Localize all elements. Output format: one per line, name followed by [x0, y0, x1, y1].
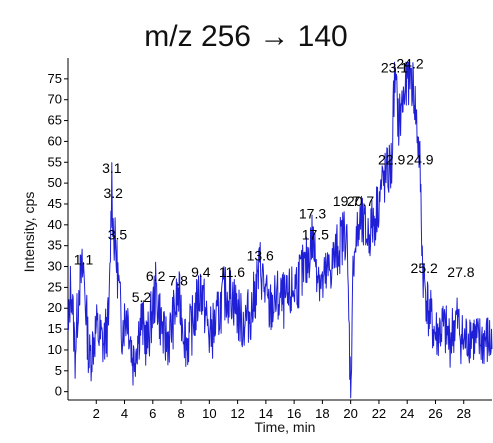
x-tick-label: 8 — [177, 406, 184, 421]
peak-label: 24.9 — [406, 151, 433, 167]
y-tick-label: 55 — [48, 154, 62, 169]
peak-label: 5.2 — [132, 289, 152, 305]
x-axis-ticks: 2 4 6 8 10 12 14 16 18 20 22 24 26 28 — [93, 400, 471, 421]
x-tick-label: 16 — [287, 406, 301, 421]
series-group — [67, 61, 493, 399]
y-tick-label: 65 — [48, 113, 62, 128]
peak-label: 3.2 — [103, 185, 123, 201]
peak-label: 9.4 — [191, 264, 211, 280]
peak-label: 20.7 — [347, 193, 374, 209]
x-tick-label: 28 — [456, 406, 470, 421]
y-tick-label: 50 — [48, 175, 62, 190]
y-tick-label: 60 — [48, 133, 62, 148]
y-tick-label: 20 — [48, 300, 62, 315]
series-line — [67, 61, 493, 399]
peak-label: 6.2 — [146, 268, 166, 284]
y-tick-label: 70 — [48, 92, 62, 107]
y-tick-label: 15 — [48, 321, 62, 336]
x-axis-label: Time, min — [255, 419, 316, 435]
x-tick-label: 24 — [400, 406, 414, 421]
x-tick-label: 22 — [372, 406, 386, 421]
x-tick-label: 12 — [230, 406, 244, 421]
peak-label: 27.8 — [447, 264, 474, 280]
peak-label: 25.2 — [411, 260, 438, 276]
chart-title: m/z 256 → 140 — [144, 20, 347, 53]
peak-label: 3.5 — [108, 227, 128, 243]
y-tick-label: 5 — [55, 363, 62, 378]
peak-label: 3.1 — [102, 160, 122, 176]
peak-label: 19.7 — [333, 193, 360, 209]
y-tick-label: 0 — [55, 384, 62, 399]
x-tick-label: 10 — [202, 406, 216, 421]
x-tick-label: 20 — [343, 406, 357, 421]
peak-label: 1.1 — [74, 252, 94, 268]
x-tick-label: 18 — [315, 406, 329, 421]
y-tick-label: 25 — [48, 279, 62, 294]
x-tick-label: 26 — [428, 406, 442, 421]
axes — [67, 58, 492, 401]
peak-label: 22.9 — [378, 151, 405, 167]
x-tick-label: 2 — [93, 406, 100, 421]
peak-label: 11.6 — [219, 264, 245, 280]
peak-labels-group: 1.1 3.1 3.2 3.5 5.2 6.2 7.89.4 11.613.6 17.3 17.5… — [74, 56, 475, 306]
y-tick-label: 40 — [48, 217, 62, 232]
x-tick-label: 6 — [149, 406, 156, 421]
peak-label: 17.3 — [299, 206, 326, 222]
y-tick-label: 10 — [48, 342, 62, 357]
y-tick-label: 35 — [48, 238, 62, 253]
peak-label: 23.1 — [381, 60, 408, 76]
y-tick-label: 45 — [48, 196, 62, 211]
y-tick-label: 75 — [48, 71, 62, 86]
y-tick-label: 30 — [48, 259, 62, 274]
x-tick-label: 14 — [259, 406, 273, 421]
peak-label: 17.5 — [302, 227, 329, 243]
peak-label: 13.6 — [247, 247, 274, 263]
y-axis-ticks: 0 5 10 15 20 25 30 35 40 45 50 55 60 65 70 75 — [48, 71, 68, 399]
x-tick-label: 4 — [121, 406, 128, 421]
y-axis-label: Intensity, cps — [21, 192, 37, 273]
peak-label: 7.8 — [169, 272, 189, 288]
peak-label: 24.2 — [396, 56, 423, 72]
